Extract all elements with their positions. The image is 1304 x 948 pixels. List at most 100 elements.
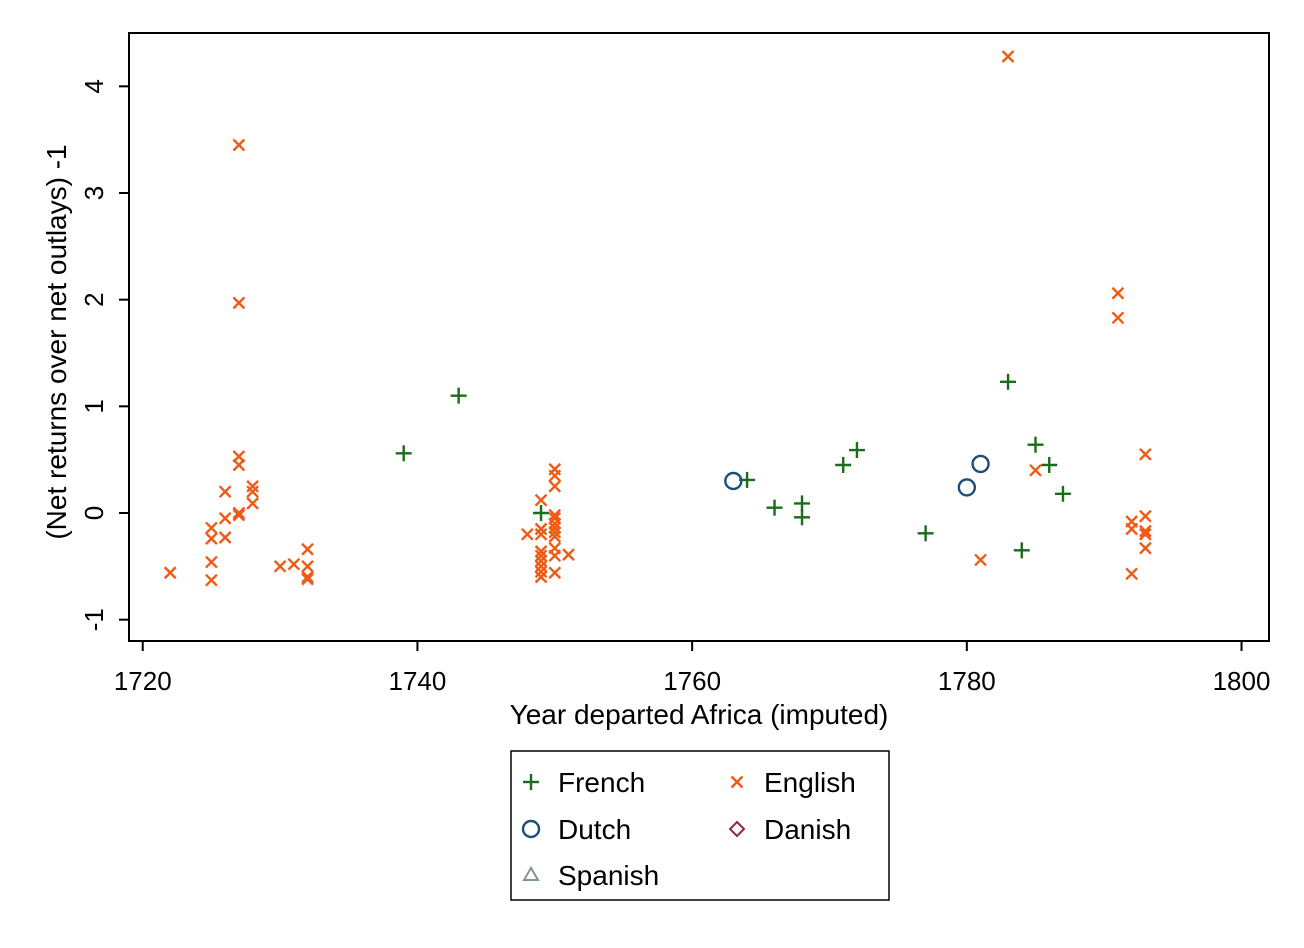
english-point <box>301 572 314 586</box>
x-tick-label: 1780 <box>938 666 996 696</box>
english-point <box>205 532 218 545</box>
english-point <box>534 527 548 541</box>
x-axis: 1720 1740 1760 1780 1800 <box>114 641 1271 696</box>
french-point <box>848 442 865 459</box>
x-tick-label: 1720 <box>114 666 172 696</box>
french-point <box>766 499 783 516</box>
english-point <box>163 566 177 580</box>
data-points <box>163 50 1152 587</box>
french-point <box>1000 373 1017 390</box>
english-point <box>1139 524 1152 538</box>
english-point <box>1029 463 1042 477</box>
english-point <box>218 531 232 544</box>
french-point <box>533 505 550 521</box>
legend: French English Dutch Danish Spanish <box>510 750 890 901</box>
english-point <box>1139 509 1152 523</box>
y-tick-label: 4 <box>79 79 109 93</box>
french-point <box>835 457 852 473</box>
x-tick-label: 1740 <box>389 666 447 696</box>
y-tick-label: 2 <box>79 292 109 306</box>
dutch-point <box>957 478 977 497</box>
legend-label-dutch: Dutch <box>558 814 631 845</box>
english-point <box>205 573 218 587</box>
english-point <box>301 559 314 573</box>
english-point <box>246 497 259 510</box>
series-dutch <box>724 454 990 497</box>
english-point <box>562 548 575 561</box>
english-point <box>534 565 548 579</box>
english-point <box>1139 541 1152 555</box>
y-tick-label: 0 <box>79 506 109 520</box>
english-point <box>1125 522 1138 536</box>
series-french <box>395 373 1071 559</box>
english-point <box>1139 447 1152 461</box>
english-point <box>534 549 548 563</box>
plot-area <box>128 32 1270 642</box>
french-point <box>395 445 412 462</box>
english-point <box>548 530 562 543</box>
french-point <box>1041 457 1058 473</box>
english-point <box>273 559 287 573</box>
legend-box <box>510 750 890 901</box>
english-point <box>534 522 548 536</box>
french-point <box>794 509 811 526</box>
english-point <box>548 511 562 525</box>
y-tick-label: -1 <box>79 608 109 631</box>
english-point <box>534 554 548 568</box>
english-point <box>1125 567 1138 581</box>
legend-marker-danish <box>728 820 746 838</box>
english-point <box>548 479 562 493</box>
french-point <box>450 387 467 404</box>
english-point <box>1111 286 1125 300</box>
dutch-point <box>724 471 743 491</box>
english-point <box>301 570 314 584</box>
english-point <box>548 525 562 539</box>
english-point <box>246 479 259 493</box>
english-point <box>246 485 259 499</box>
english-point <box>232 296 246 310</box>
english-point <box>1139 527 1152 541</box>
english-point <box>232 506 246 520</box>
english-point <box>287 557 301 571</box>
english-point <box>218 511 232 525</box>
english-point <box>205 555 218 569</box>
french-point <box>1054 485 1071 502</box>
english-point <box>301 542 314 556</box>
english-point <box>534 570 548 584</box>
english-point <box>534 559 548 573</box>
legend-marker-english <box>730 775 744 789</box>
x-tick-label: 1800 <box>1213 666 1271 696</box>
english-point <box>232 458 246 472</box>
english-point <box>218 485 232 499</box>
y-axis: -1 0 1 2 3 4 <box>79 79 129 631</box>
english-point <box>974 553 987 567</box>
legend-marker-french <box>523 774 539 790</box>
french-point <box>917 525 934 542</box>
french-point <box>794 495 811 512</box>
english-point <box>548 566 562 580</box>
english-point <box>548 469 562 483</box>
english-point <box>1001 50 1015 63</box>
english-point <box>1111 311 1125 325</box>
french-point <box>1013 542 1030 559</box>
legend-marker-dutch <box>521 819 541 839</box>
series-english <box>163 50 1152 587</box>
x-tick-label: 1760 <box>663 666 721 696</box>
y-tick-label: 3 <box>79 186 109 200</box>
legend-label-english: English <box>764 767 856 798</box>
english-point <box>520 527 534 541</box>
english-point <box>232 508 246 522</box>
legend-label-french: French <box>558 767 645 798</box>
french-point <box>1027 436 1044 453</box>
y-tick-label: 1 <box>79 399 109 413</box>
dutch-point <box>971 454 990 474</box>
english-point <box>548 549 562 563</box>
legend-label-danish: Danish <box>764 814 851 845</box>
y-axis-title: (Net returns over net outlays) -1 <box>41 144 72 539</box>
english-point <box>205 521 218 535</box>
english-point <box>232 138 246 152</box>
legend-label-spanish: Spanish <box>558 860 659 891</box>
english-point <box>534 545 548 558</box>
english-point <box>534 493 548 507</box>
